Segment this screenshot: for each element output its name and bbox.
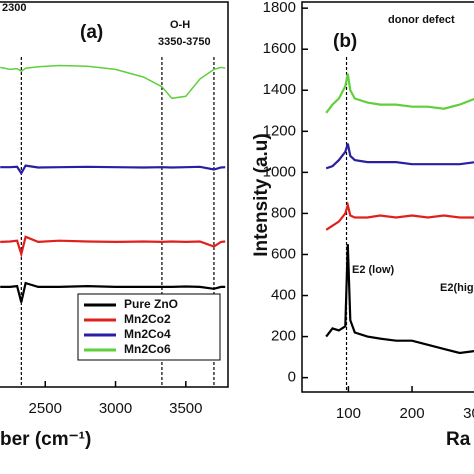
series-line bbox=[0, 281, 226, 303]
x-tick-label: 3000 bbox=[99, 400, 132, 417]
x-tick-label: 200 bbox=[400, 405, 425, 422]
annotation: E2 (low) bbox=[352, 264, 395, 276]
y-tick-label: 1000 bbox=[263, 163, 296, 180]
annotation: donor defect bbox=[388, 14, 455, 26]
annotation: E2(hig bbox=[440, 282, 474, 294]
y-tick-label: 1600 bbox=[263, 40, 296, 57]
frame-a bbox=[0, 1, 229, 388]
x-tick-label: 300 bbox=[463, 405, 474, 422]
annotation: O-H bbox=[170, 19, 190, 31]
x-axis-label: Ra bbox=[446, 429, 471, 450]
annotation: 2300 bbox=[2, 2, 26, 14]
y-tick-label: 1400 bbox=[263, 81, 296, 98]
x-tick-label: 2500 bbox=[29, 400, 62, 417]
series-line bbox=[325, 73, 474, 114]
y-tick-label: 200 bbox=[271, 328, 296, 345]
series-line bbox=[325, 143, 474, 170]
legend-label: Pure ZnO bbox=[124, 297, 178, 311]
x-tick-label: 3500 bbox=[169, 400, 202, 417]
series-line bbox=[0, 64, 226, 100]
y-tick-label: 1800 bbox=[263, 0, 296, 16]
y-tick-label: 0 bbox=[288, 369, 296, 386]
y-tick-label: 800 bbox=[271, 204, 296, 221]
frame-b bbox=[301, 1, 474, 393]
series-line bbox=[0, 235, 226, 259]
legend-label: Mn2Co4 bbox=[124, 327, 171, 341]
y-tick-label: 400 bbox=[271, 286, 296, 303]
y-tick-label: 600 bbox=[271, 245, 296, 262]
panel-label: (b) bbox=[333, 31, 357, 52]
legend-label: Mn2Co6 bbox=[124, 342, 171, 356]
legend-label: Mn2Co2 bbox=[124, 312, 171, 326]
series-line bbox=[0, 164, 226, 176]
y-axis-label: Intensity (a.u) bbox=[251, 133, 272, 257]
x-axis-label: ber (cm⁻¹) bbox=[0, 429, 91, 450]
panel-label: (a) bbox=[80, 22, 103, 43]
series-line bbox=[325, 201, 474, 231]
x-tick-label: 100 bbox=[336, 405, 361, 422]
y-tick-label: 1200 bbox=[263, 122, 296, 139]
series-line bbox=[325, 244, 474, 355]
annotation: 3350-3750 bbox=[158, 36, 211, 48]
